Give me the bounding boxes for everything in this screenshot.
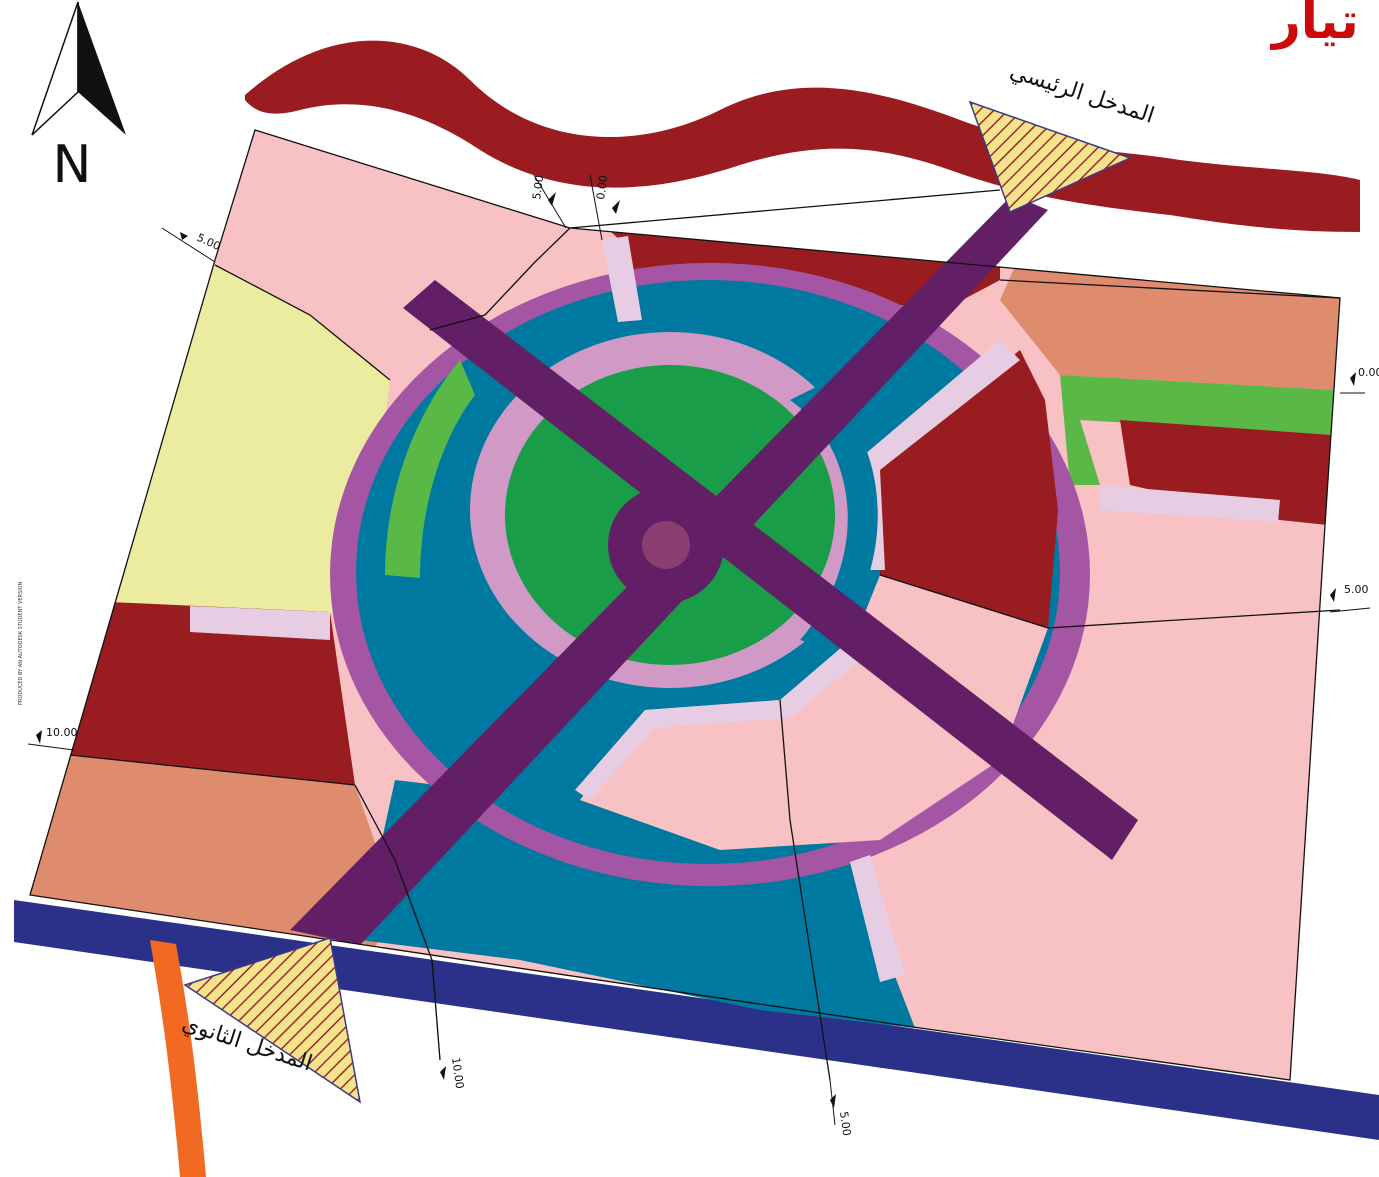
corner-title: تيار <box>1269 0 1359 50</box>
setback-markers <box>27 174 1371 1126</box>
side-note: PRODUCED BY AN AUTODESK STUDENT VERSION <box>18 581 24 705</box>
zone-green-east <box>1060 375 1335 485</box>
roundabout-center <box>642 521 690 569</box>
core-blue-slice <box>790 385 878 650</box>
parcel-lines <box>29 129 1341 1081</box>
path-east <box>1100 485 1280 522</box>
secondary-road <box>14 900 1379 1140</box>
setback-right-upper: 0.00 <box>1358 366 1379 379</box>
main-entrance-marker <box>968 100 1133 214</box>
main-road-channel <box>245 40 1360 233</box>
setback-bottom-b: 5.00 <box>837 1111 853 1137</box>
side-road <box>150 940 206 1177</box>
main-entrance-label: المدخل الرئيسي <box>1007 59 1157 129</box>
zone-maroon-ring-east <box>880 350 1058 628</box>
setback-arrow-icons <box>36 192 1356 1108</box>
setback-left-upper: 5.00 <box>195 231 223 253</box>
path-ring-se <box>575 640 860 800</box>
setback-left-lower: 10.00 <box>46 726 78 739</box>
zone-salmon-ne <box>1000 210 1340 390</box>
setback-top-left-b: 0.00 <box>594 174 610 200</box>
green-crescent-west <box>385 360 475 578</box>
axis-road-nw-se <box>403 280 1138 860</box>
path-north <box>602 236 642 322</box>
zone-pink-ring-se <box>580 575 1048 850</box>
north-arrow-icon <box>31 1 126 136</box>
path-west <box>190 606 330 640</box>
path-south <box>850 855 905 982</box>
north-letter: N <box>53 135 92 195</box>
zone-maroon-west <box>70 602 355 785</box>
setback-top-left-a: 5.00 <box>530 174 546 200</box>
setback-right-lower: 5.00 <box>1344 583 1369 596</box>
secondary-entrance-marker <box>183 937 362 1104</box>
zone-maroon-east <box>1120 420 1332 525</box>
zone-yellow <box>110 265 390 615</box>
setback-bottom-a: 10.00 <box>449 1057 466 1090</box>
